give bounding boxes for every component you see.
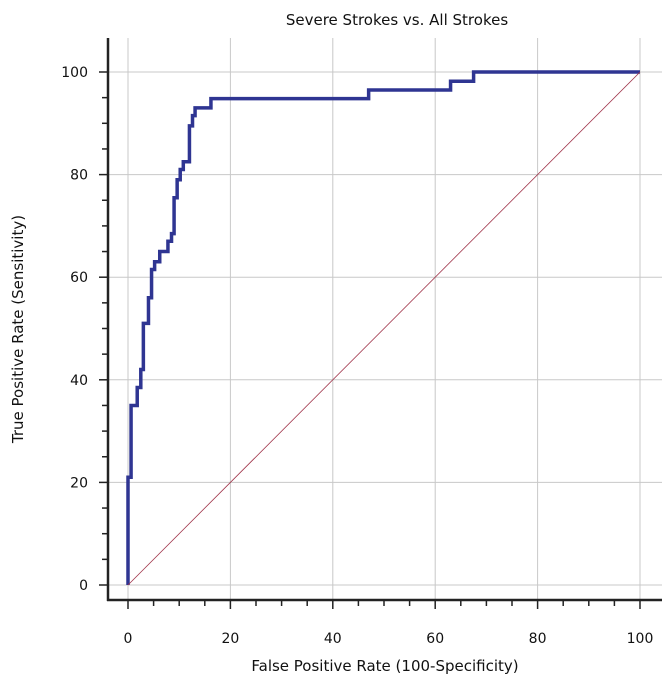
grid xyxy=(108,38,662,600)
x-tick-label: 40 xyxy=(324,631,342,647)
y-tick-label: 80 xyxy=(70,168,88,184)
axes xyxy=(99,38,662,609)
x-axis-label: False Positive Rate (100-Specificity) xyxy=(251,657,518,675)
y-tick-label: 20 xyxy=(70,475,88,491)
reference-diagonal-line xyxy=(127,71,641,586)
y-tick-label: 60 xyxy=(70,270,88,286)
x-tick-label: 60 xyxy=(426,631,444,647)
x-tick-label: 80 xyxy=(529,631,547,647)
x-tick-label: 0 xyxy=(124,631,133,647)
chart-title: Severe Strokes vs. All Strokes xyxy=(286,11,508,29)
y-tick-label: 100 xyxy=(61,65,88,81)
x-tick-label: 100 xyxy=(627,631,654,647)
y-tick-label: 0 xyxy=(79,578,88,594)
tick-labels: 0 20 40 60 80 100 0 20 40 60 80 100 xyxy=(61,65,653,647)
y-tick-label: 40 xyxy=(70,373,88,389)
y-axis-label: True Positive Rate (Sensitivity) xyxy=(9,215,27,444)
series-layer xyxy=(126,70,641,586)
roc-curve xyxy=(126,70,640,585)
x-tick-label: 20 xyxy=(221,631,239,647)
